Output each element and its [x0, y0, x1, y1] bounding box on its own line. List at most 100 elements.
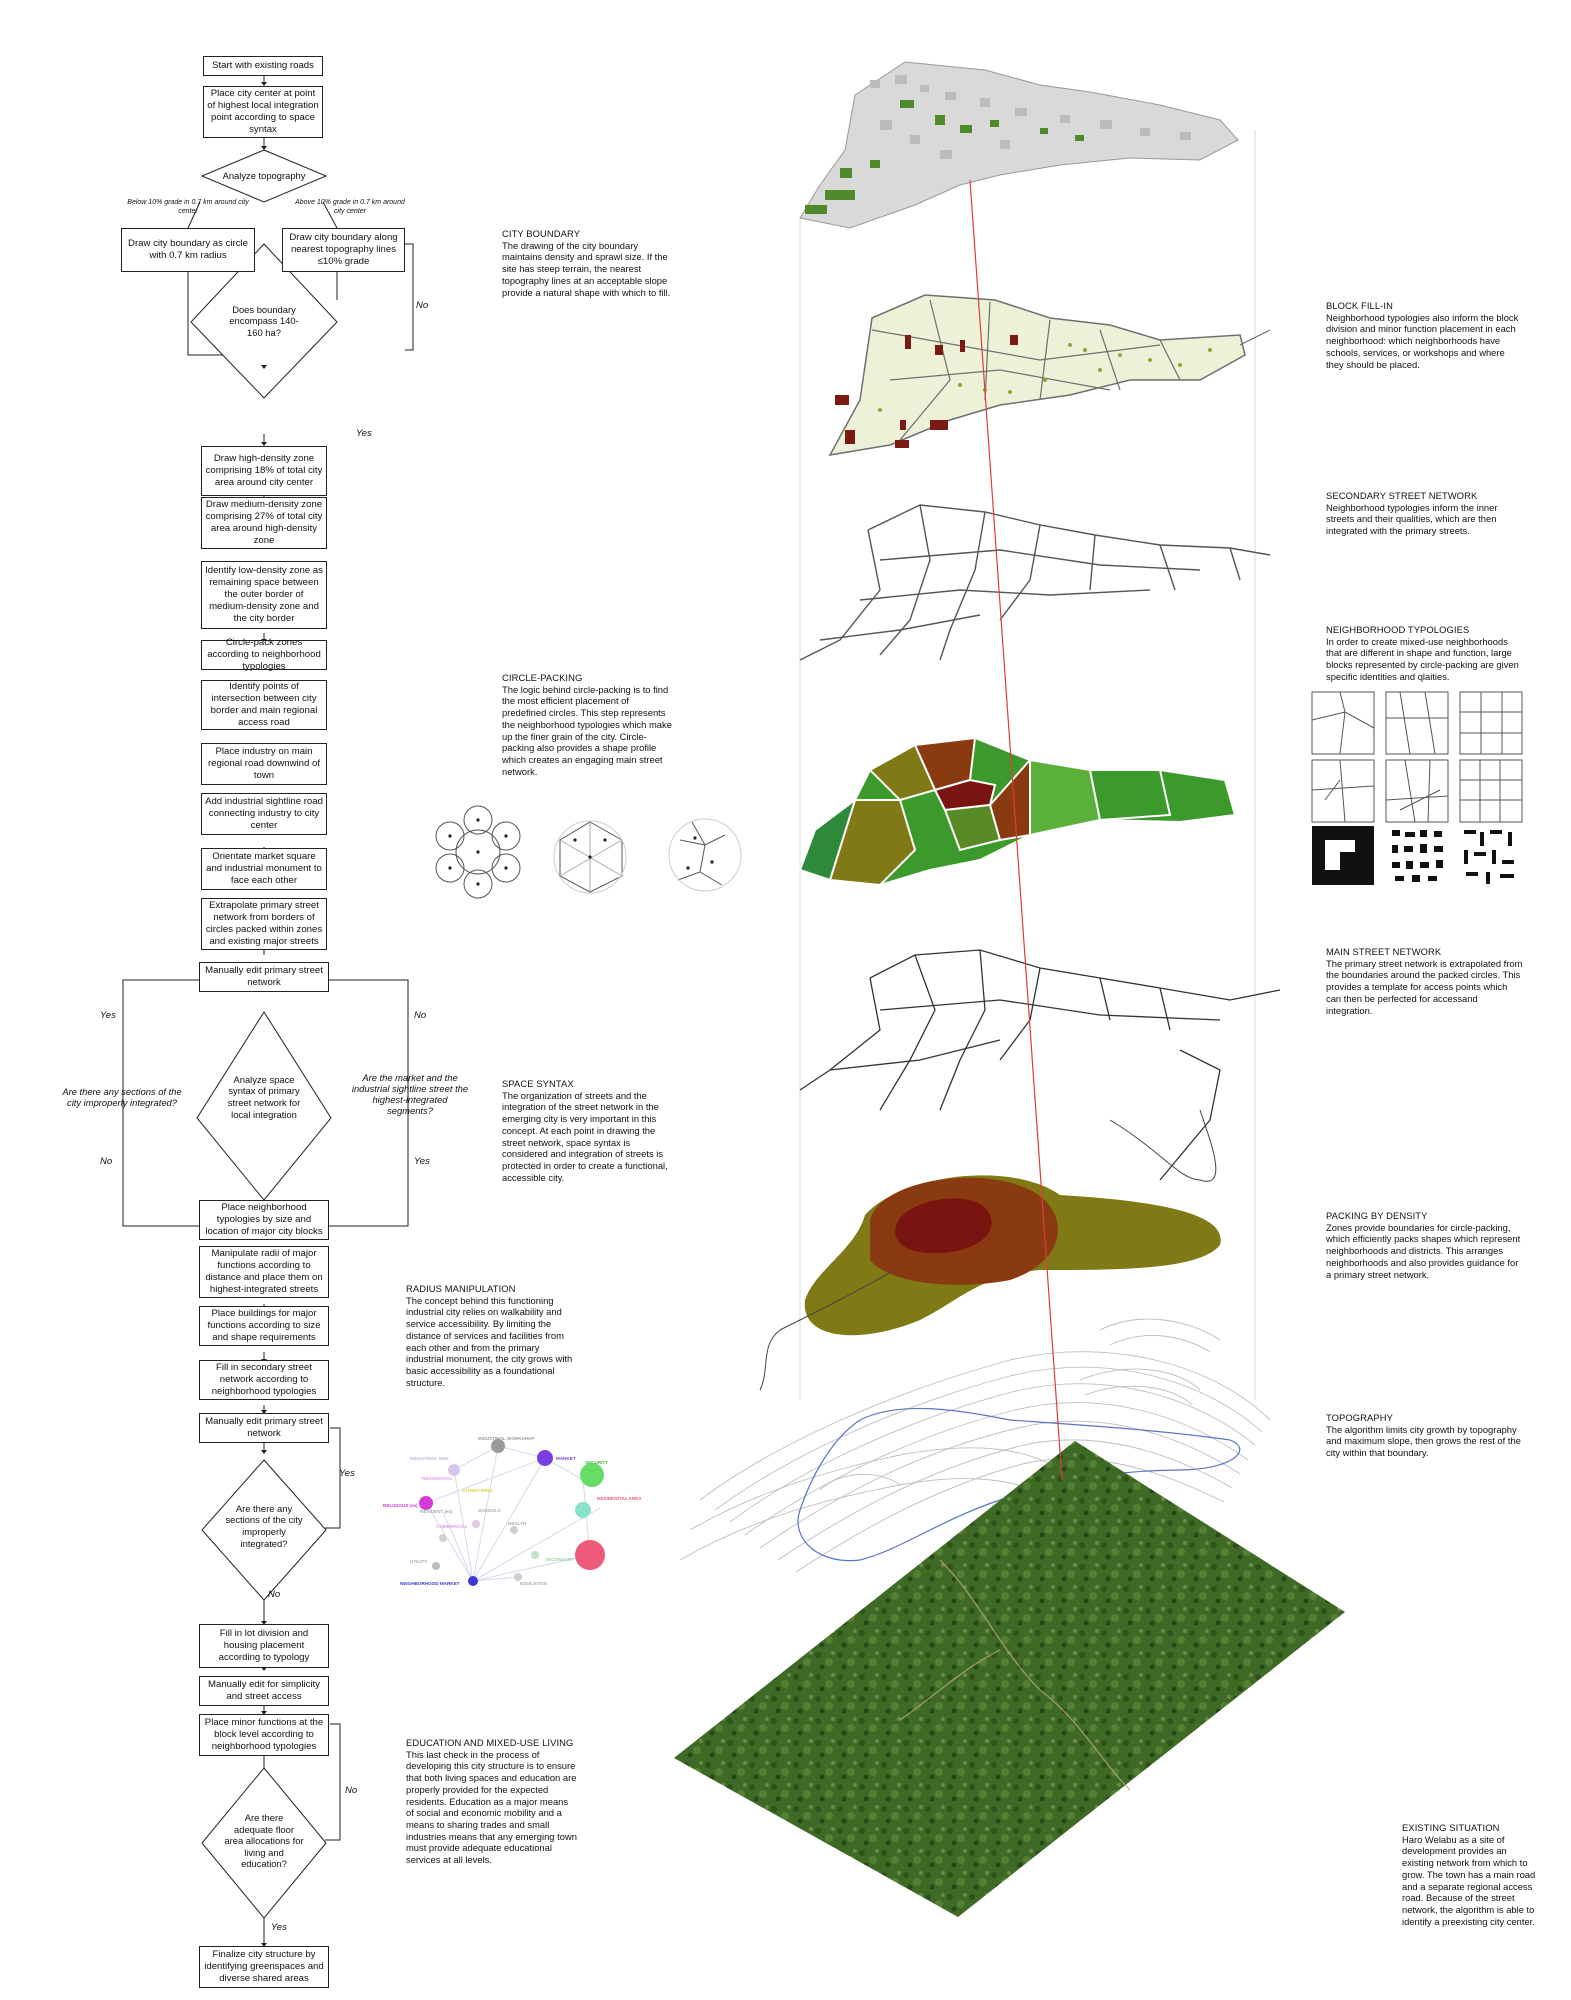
label-no-3: No	[100, 1156, 113, 1167]
radius-label-7: RELIGIOUS (ex)	[383, 1503, 418, 1508]
label-no-2: No	[414, 1010, 427, 1021]
label-no-1: No	[416, 300, 429, 311]
note-density: PACKING BY DENSITY Zones provide boundar…	[1326, 1210, 1524, 1280]
radius-label-14: SECONDARY	[545, 1557, 574, 1562]
flow-manipulate-radii: Manipulate radii of major functions acco…	[199, 1246, 329, 1298]
note-body: Neighborhood typologies inform the inner…	[1326, 501, 1498, 537]
note-body: Haro Welabu as a site of development pro…	[1402, 1833, 1536, 1927]
note-title: CIRCLE-PACKING	[502, 672, 583, 683]
note-radius: RADIUS MANIPULATION The concept behind t…	[406, 1283, 578, 1388]
flow-edit-simplicity: Manually edit for simplicity and street …	[199, 1676, 329, 1706]
radius-label-12: NEIGHBORHOOD MARKET	[400, 1581, 460, 1586]
flow-boundary-check: Does boundary encompass 140-160 ha?	[229, 303, 299, 338]
layer-secondary-streets	[799, 504, 1271, 661]
note-block-fill: BLOCK FILL-IN Neighborhood typologies al…	[1326, 300, 1524, 370]
note-existing: EXISTING SITUATION Haro Welabu as a site…	[1402, 1822, 1538, 1927]
note-body: The concept behind this functioning indu…	[406, 1294, 573, 1388]
note-body: In order to create mixed-use neighborhoo…	[1326, 635, 1519, 682]
radius-label-1: INDUSTRIAL NBS	[410, 1456, 449, 1461]
layer-topography	[679, 1318, 1271, 1573]
flow-circle-pack: Circle-pack zones according to neighborh…	[201, 637, 327, 672]
radius-label-0: INDUSTRIAL WORKSHOP	[478, 1436, 535, 1441]
satellite-roads	[899, 1559, 1131, 1791]
note-space-syntax: SPACE SYNTAX The organization of streets…	[502, 1078, 674, 1183]
flow-city-center: Place city center at point of highest lo…	[203, 86, 323, 138]
condition-above: Above 10% grade in 0.7 km around city ce…	[295, 199, 405, 215]
layer-block-fill	[828, 294, 1271, 456]
flow-industry: Place industry on main regional road dow…	[201, 743, 327, 785]
radius-label-9: HEALTH	[508, 1521, 527, 1526]
label-yes-4: Yes	[339, 1468, 355, 1479]
radius-diagram	[419, 1439, 605, 1586]
note-body: This last check in the process of develo…	[406, 1748, 577, 1866]
note-title: EXISTING SITUATION	[1402, 1822, 1500, 1833]
axis-line	[969, 179, 1063, 1481]
flow-lot-division: Fill in lot division and housing placeme…	[199, 1624, 329, 1668]
flow-medium-density: Draw medium-density zone comprising 27% …	[201, 497, 327, 549]
radius-label-4: SECURITY	[585, 1460, 608, 1465]
note-title: NEIGHBORHOOD TYPOLOGIES	[1326, 624, 1470, 635]
flow-edit-primary-1: Manually edit primary street network	[199, 962, 329, 992]
satellite-plane	[674, 1441, 1345, 1917]
flow-start: Start with existing roads	[203, 56, 323, 76]
flow-low-density: Identify low-density zone as remaining s…	[201, 561, 327, 629]
note-title: EDUCATION AND MIXED-USE LIVING	[406, 1737, 574, 1748]
flow-sightline: Add industrial sightline road connecting…	[201, 793, 327, 835]
note-main-street: MAIN STREET NETWORK The primary street n…	[1326, 946, 1524, 1016]
flow-floor-area-check: Are there adequate floor area allocation…	[224, 1812, 304, 1870]
question-right: Are the market and the industrial sightl…	[351, 1072, 469, 1116]
condition-below: Below 10% grade in 0.7 km around city ce…	[127, 199, 249, 215]
flow-edit-primary-2: Manually edit primary street network	[199, 1413, 329, 1443]
note-body: The algorithm limits city growth by topo…	[1326, 1423, 1521, 1459]
radius-labels: INDUSTRIAL WORKSHOP INDUSTRIAL NBS MARKE…	[383, 1436, 642, 1586]
label-yes-5: Yes	[271, 1922, 287, 1933]
note-title: RADIUS MANIPULATION	[406, 1283, 516, 1294]
note-city-boundary: CITY BOUNDARY The drawing of the city bo…	[502, 228, 674, 298]
note-education: EDUCATION AND MIXED-USE LIVING This last…	[406, 1737, 578, 1866]
flow-finalize: Finalize city structure by identifying g…	[199, 1946, 329, 1988]
radius-label-11: SCHOOLS	[478, 1508, 501, 1513]
radius-label-6: RESIDENTIAL	[422, 1476, 453, 1481]
radius-label-10: UTILITY	[410, 1559, 427, 1564]
note-title: BLOCK FILL-IN	[1326, 300, 1393, 311]
note-body: Zones provide boundaries for circle-pack…	[1326, 1221, 1521, 1280]
flow-analyze-topography: Analyze topography	[222, 170, 306, 182]
note-body: The organization of streets and the inte…	[502, 1089, 668, 1183]
label-no-5: No	[345, 1785, 358, 1796]
flow-primary-network: Extrapolate primary street network from …	[201, 898, 327, 950]
note-body: Neighborhood typologies also inform the …	[1326, 311, 1519, 370]
radius-label-5: STREET-BIND	[462, 1488, 493, 1493]
note-topography: TOPOGRAPHY The algorithm limits city gro…	[1326, 1412, 1524, 1459]
typology-grid	[1311, 691, 1523, 885]
flow-high-density: Draw high-density zone comprising 18% of…	[201, 446, 327, 496]
flow-integration-check: Are there any sections of the city impro…	[225, 1502, 303, 1549]
flow-circle-boundary: Draw city boundary as circle with 0.7 km…	[121, 228, 255, 272]
radius-label-15: RESIDENT (ex)	[420, 1509, 453, 1514]
flow-place-buildings: Place buildings for major functions acco…	[199, 1306, 329, 1346]
flow-intersections: Identify points of intersection between …	[201, 680, 327, 730]
flow-market-square: Orientate market square and industrial m…	[201, 848, 327, 890]
layer-main-streets	[799, 949, 1281, 1181]
note-secondary: SECONDARY STREET NETWORK Neighborhood ty…	[1326, 490, 1524, 537]
layer-massing	[799, 61, 1239, 229]
flow-minor-functions: Place minor functions at the block level…	[199, 1714, 329, 1756]
radius-label-8: COMMERCIAL	[436, 1524, 468, 1529]
question-left: Are there any sections of the city impro…	[62, 1086, 182, 1108]
radius-label-13: EDUCATION	[520, 1581, 548, 1586]
radius-label-3: RESIDENTIAL AREA	[597, 1496, 642, 1501]
note-title: MAIN STREET NETWORK	[1326, 946, 1442, 957]
note-body: The logic behind circle-packing is to fi…	[502, 683, 672, 777]
circle-packing-diagrams	[435, 805, 742, 899]
flow-space-syntax: Analyze space syntax of primary street n…	[227, 1073, 301, 1120]
note-title: SECONDARY STREET NETWORK	[1326, 490, 1478, 501]
flow-place-typologies: Place neighborhood typologies by size an…	[199, 1200, 329, 1240]
note-title: SPACE SYNTAX	[502, 1078, 574, 1089]
radius-label-2: MARKET	[556, 1456, 576, 1461]
note-body: The drawing of the city boundary maintai…	[502, 239, 671, 298]
label-yes-2: Yes	[100, 1010, 116, 1021]
label-yes-1: Yes	[356, 428, 372, 439]
note-title: PACKING BY DENSITY	[1326, 1210, 1428, 1221]
flow-topo-boundary: Draw city boundary along nearest topogra…	[282, 228, 405, 272]
